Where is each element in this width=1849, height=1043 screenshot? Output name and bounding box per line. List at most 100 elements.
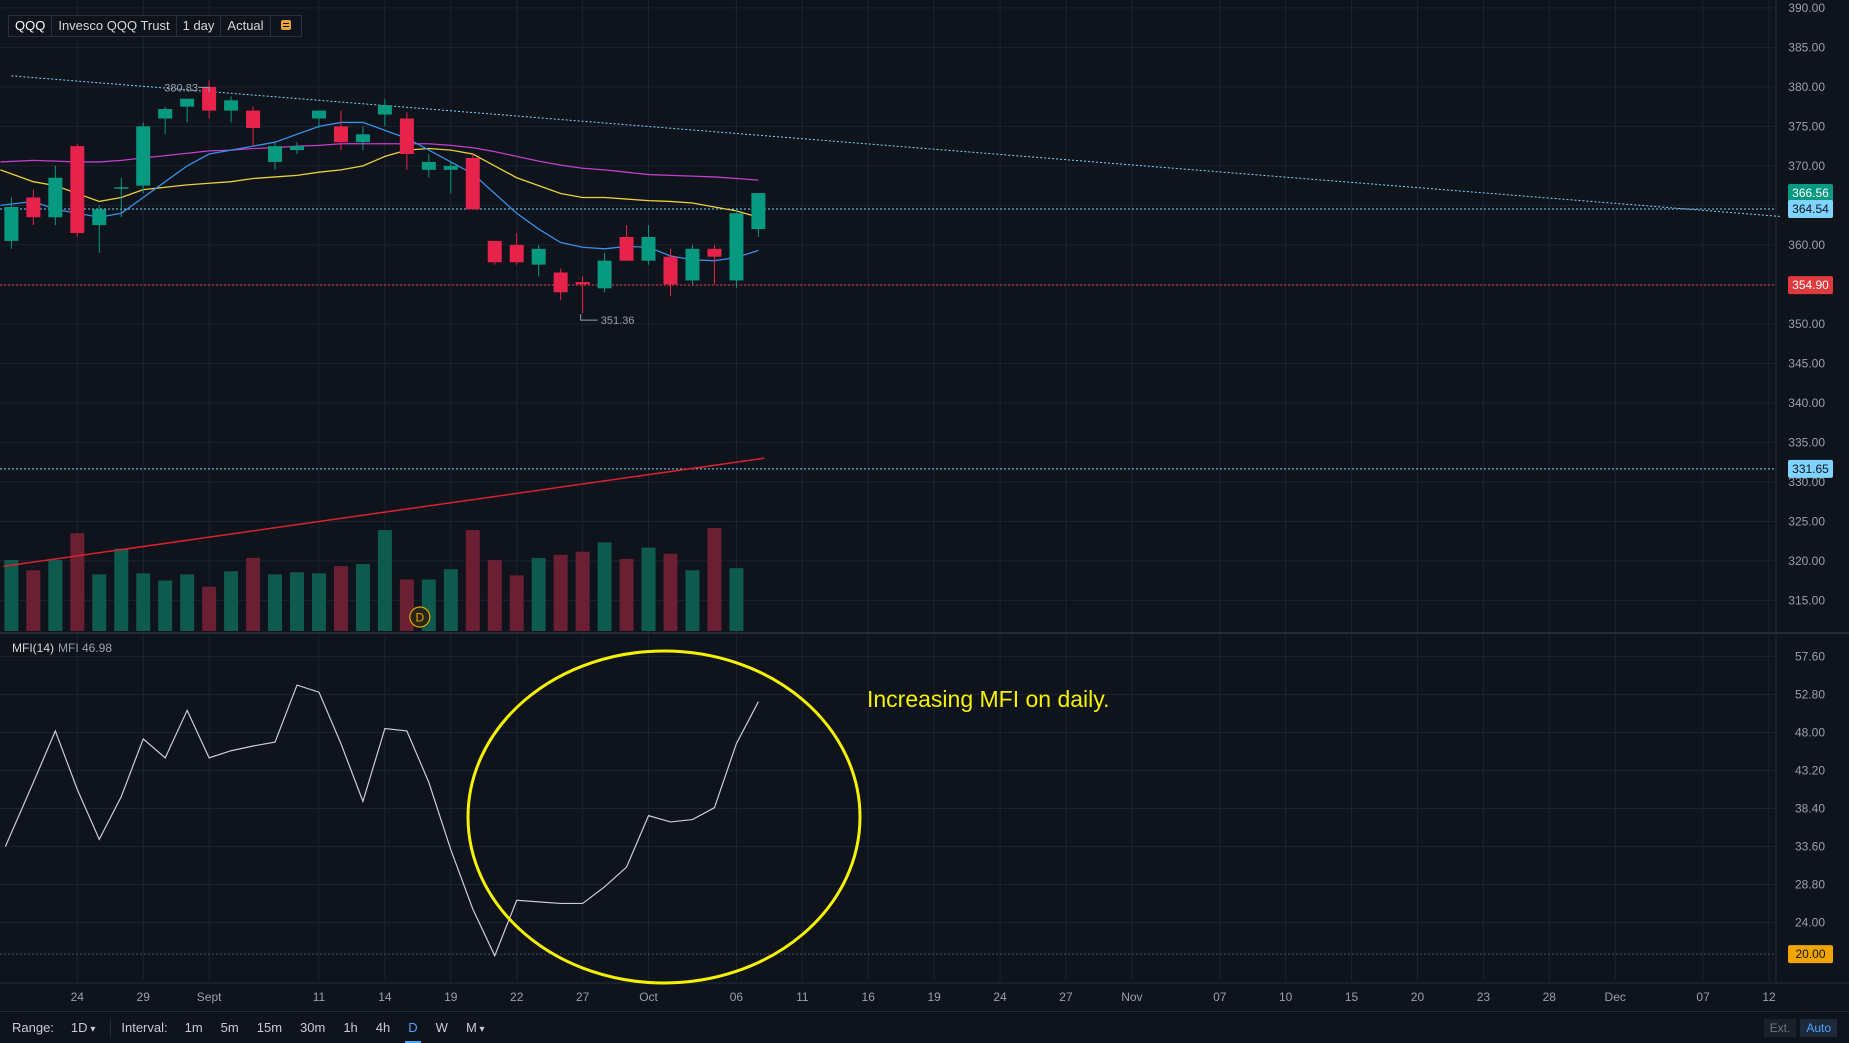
mfi-tick-label: 57.60 xyxy=(1795,650,1825,664)
date-tick-label: 11 xyxy=(796,990,809,1004)
candle-body xyxy=(729,213,744,281)
ext-toggle[interactable]: Ext. xyxy=(1763,1018,1797,1037)
candle-body xyxy=(4,206,19,241)
symbol-ticker[interactable]: QQQ xyxy=(9,16,53,36)
volume-bar xyxy=(531,557,546,631)
price-tick-label: 380.00 xyxy=(1788,80,1825,94)
volume-bar xyxy=(48,559,63,631)
date-tick-label: 19 xyxy=(444,990,458,1004)
volume-bar xyxy=(619,558,634,631)
dividend-event-icon[interactable] xyxy=(409,606,431,628)
candle-body xyxy=(465,157,480,210)
date-tick-label: 28 xyxy=(1543,990,1557,1004)
price-label-text: 364.54 xyxy=(1792,202,1829,216)
candle-body xyxy=(136,126,151,186)
interval-4h[interactable]: 4h xyxy=(375,1020,391,1035)
date-tick-label: Sept xyxy=(197,990,222,1004)
candle-body xyxy=(685,248,700,281)
interval-5m[interactable]: 5m xyxy=(220,1020,239,1035)
interval-1m[interactable]: 1m xyxy=(184,1020,203,1035)
price-label-text: 331.65 xyxy=(1792,462,1829,476)
volume-bar xyxy=(224,571,239,631)
mfi-level-label xyxy=(1788,945,1833,964)
mfi-tick-label: 48.00 xyxy=(1795,726,1825,740)
candle-body xyxy=(333,126,348,143)
volume-bar xyxy=(158,580,173,631)
toolbar-divider xyxy=(110,1018,112,1037)
volume-bar xyxy=(729,568,744,631)
interval-30m[interactable]: 30m xyxy=(300,1020,326,1035)
mfi-tick-label: 33.60 xyxy=(1795,839,1825,853)
legend-adjust[interactable]: Actual xyxy=(221,16,271,36)
date-tick-label: 15 xyxy=(1345,990,1359,1004)
date-tick-label: 23 xyxy=(1477,990,1491,1004)
candle-body xyxy=(290,146,305,151)
volume-bar xyxy=(180,574,195,631)
symbol-name: Invesco QQQ Trust xyxy=(52,16,177,36)
volume-bar xyxy=(465,530,480,631)
date-tick-label: 07 xyxy=(1696,990,1710,1004)
candle-body xyxy=(553,272,568,293)
price-chart[interactable]: 380.83 351.36 D 390.00 385.00 380.00 375.00 37… xyxy=(0,0,1849,1011)
dividend-event-label[interactable]: D xyxy=(415,611,424,625)
price-label xyxy=(1788,184,1833,203)
date-tick-label: 19 xyxy=(927,990,941,1004)
date-tick-label: 29 xyxy=(137,990,151,1004)
volume-bar xyxy=(355,564,370,631)
price-tick-label: 315.00 xyxy=(1788,593,1825,607)
price-label xyxy=(1788,276,1833,295)
legend-menu[interactable] xyxy=(271,16,301,36)
annotation-ellipse xyxy=(466,649,862,985)
interval-15m[interactable]: 15m xyxy=(256,1020,283,1035)
price-label-text: 354.90 xyxy=(1792,278,1829,292)
date-tick-label: 20 xyxy=(1411,990,1425,1004)
candle-body xyxy=(180,98,195,107)
mfi-level-label-text: 20.00 xyxy=(1795,947,1825,961)
volume-bar xyxy=(663,553,678,631)
volume-bar xyxy=(92,574,107,631)
date-tick-label: 10 xyxy=(1279,990,1293,1004)
date-tick-label: 22 xyxy=(510,990,524,1004)
range-select[interactable]: 1D xyxy=(62,1018,104,1037)
sma-yellow-line xyxy=(0,147,759,218)
date-tick-label: 06 xyxy=(730,990,744,1004)
price-tick-label: 375.00 xyxy=(1788,119,1825,133)
interval-w[interactable]: W xyxy=(435,1020,448,1035)
menu-icon[interactable] xyxy=(280,20,291,30)
candle-body xyxy=(158,109,173,119)
volume-bar xyxy=(4,559,19,631)
date-tick-label: 27 xyxy=(1059,990,1073,1004)
legend-interval[interactable]: 1 day xyxy=(177,16,222,36)
candle-body xyxy=(246,110,261,128)
interval-d[interactable]: D xyxy=(399,1018,426,1043)
volume-bar xyxy=(290,572,305,631)
price-label xyxy=(1788,459,1833,478)
date-tick-label: Nov xyxy=(1121,990,1142,1004)
candle-body xyxy=(311,110,326,119)
volume-bar xyxy=(26,570,41,631)
candle-body xyxy=(641,236,656,261)
interval-m[interactable]: M xyxy=(457,1018,494,1037)
volume-bar xyxy=(575,551,590,631)
candle-body xyxy=(575,282,590,285)
date-tick-label: 14 xyxy=(378,990,392,1004)
date-tick-label: Oct xyxy=(639,990,658,1004)
candle-body xyxy=(70,146,85,234)
mfi-line xyxy=(4,684,759,958)
date-tick-label: 27 xyxy=(576,990,590,1004)
candle-body xyxy=(92,209,107,226)
volume-bar xyxy=(333,566,348,631)
date-tick-label: Dec xyxy=(1605,990,1626,1004)
mfi-legend[interactable]: MFI(14) MFI 46.98 xyxy=(12,641,112,655)
auto-scale-toggle[interactable]: Auto xyxy=(1800,1018,1837,1037)
high-marker-line xyxy=(198,86,210,93)
bottom-toolbar: Range: 1D Interval: 1m 5m 15m 30m 1h 4h … xyxy=(0,1011,1849,1043)
symbol-legend[interactable]: QQQ Invesco QQQ Trust 1 day Actual xyxy=(8,15,302,37)
mfi-value: MFI 46.98 xyxy=(58,641,113,655)
candle-body xyxy=(26,197,41,218)
price-tick-label: 340.00 xyxy=(1788,396,1825,410)
date-tick-label: 12 xyxy=(1762,990,1776,1004)
volume-bar xyxy=(246,557,261,631)
interval-1h[interactable]: 1h xyxy=(343,1020,358,1035)
date-tick-label: 16 xyxy=(862,990,876,1004)
